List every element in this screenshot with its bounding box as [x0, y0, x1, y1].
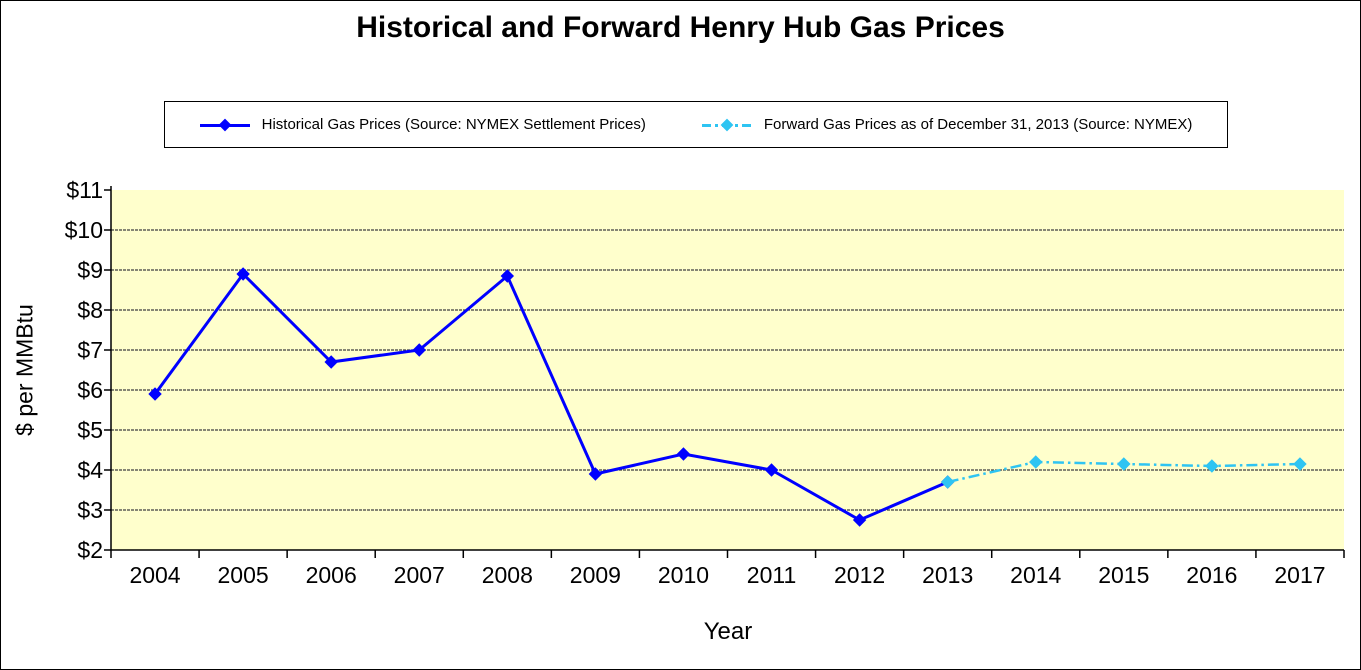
data-point-historical-2011 [764, 463, 779, 477]
y-tick-label: $4 [77, 457, 103, 483]
y-tick-label: $3 [77, 497, 103, 523]
y-tick-label: $5 [77, 417, 103, 443]
data-point-historical-2004 [148, 387, 162, 401]
data-point-historical-2009 [588, 467, 603, 481]
x-tick-label: 2009 [569, 562, 621, 588]
legend-entry-forward: Forward Gas Prices as of December 31, 20… [701, 116, 1193, 133]
data-point-forward-2017 [1293, 457, 1307, 471]
x-tick-label: 2005 [217, 562, 269, 588]
legend-label-forward: Forward Gas Prices as of December 31, 20… [763, 116, 1193, 133]
data-point-historical-2008 [500, 269, 515, 283]
x-tick-label: 2016 [1186, 562, 1238, 588]
y-tick-label: $9 [77, 257, 103, 283]
series-line-historical [153, 271, 949, 522]
data-point-historical-2005 [236, 267, 250, 281]
x-tick-label: 2010 [657, 562, 710, 588]
x-tick-label: 2004 [129, 562, 181, 588]
data-point-forward-2013 [940, 475, 955, 489]
y-tick-label: $10 [64, 217, 103, 243]
x-tick-label: 2008 [481, 562, 533, 588]
chart-title: Historical and Forward Henry Hub Gas Pri… [356, 11, 1005, 44]
x-tick-label: 2013 [922, 562, 974, 588]
data-point-historical-2010 [676, 447, 691, 461]
data-point-historical-2006 [324, 355, 338, 369]
legend: Historical Gas Prices (Source: NYMEX Set… [164, 101, 1228, 148]
x-tick-label: 2011 [746, 562, 797, 588]
data-point-forward-2015 [1117, 457, 1131, 471]
y-tick-label: $7 [77, 337, 103, 363]
plot-background [111, 190, 1344, 550]
y-tick-label: $6 [77, 377, 103, 403]
forward-series-line-icon [701, 118, 752, 131]
x-tick-label: 2012 [834, 562, 886, 588]
data-point-historical-2012 [852, 513, 867, 527]
x-tick-label: 2017 [1274, 562, 1326, 588]
historical-series-line-icon [199, 118, 250, 131]
x-tick-label: 2006 [305, 562, 357, 588]
data-point-historical-2007 [412, 343, 426, 357]
y-tick-label: $11 [66, 177, 103, 203]
data-point-forward-2016 [1205, 459, 1219, 473]
legend-label-historical: Historical Gas Prices (Source: NYMEX Set… [261, 116, 646, 133]
data-point-forward-2014 [1029, 455, 1043, 469]
x-axis-title: Year [703, 618, 753, 645]
y-tick-label: $2 [77, 537, 103, 563]
x-tick-label: 2014 [1010, 562, 1062, 588]
y-tick-label: $8 [77, 297, 103, 323]
x-tick-label: 2007 [393, 562, 445, 588]
x-tick-label: 2015 [1098, 562, 1150, 588]
legend-entry-historical: Historical Gas Prices (Source: NYMEX Set… [199, 116, 646, 133]
